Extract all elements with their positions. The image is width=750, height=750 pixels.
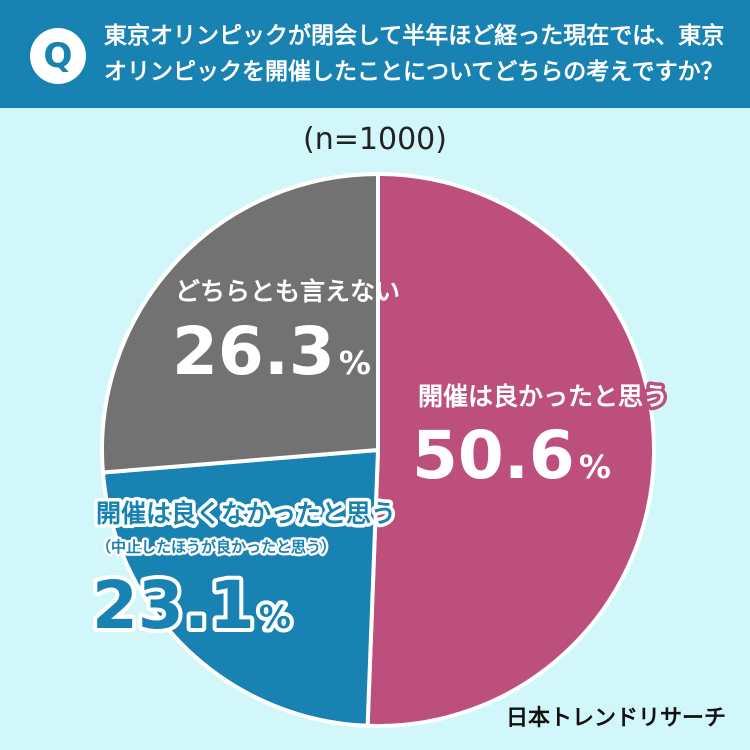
value-bad: 23.1% — [92, 567, 291, 644]
q-badge-icon: Q — [30, 28, 86, 84]
value-good: 50.6% — [412, 417, 611, 494]
label-neutral: どちらとも言えない — [175, 277, 400, 306]
question-header: Q 東京オリンピックが閉会して半年ほど経った現在では、東京オリンピックを開催した… — [0, 0, 750, 108]
value-neutral: 26.3% — [172, 313, 371, 390]
slice-bad — [100, 448, 380, 728]
question-text: 東京オリンピックが閉会して半年ほど経った現在では、東京オリンピックを開催したこと… — [104, 23, 725, 85]
brand-logo: 日本トレンドリサーチ — [505, 706, 726, 731]
slice-good — [365, 172, 656, 728]
slice-neutral — [100, 172, 380, 475]
sample-size: (n=1000) — [303, 122, 447, 157]
label-bad: 開催は良くなかったと思う — [96, 499, 396, 528]
label-good: 開催は良かったと思う — [418, 382, 668, 411]
q-letter: Q — [43, 36, 73, 76]
sublabel-bad: （中止したほうが良かったと思う） — [96, 538, 336, 556]
